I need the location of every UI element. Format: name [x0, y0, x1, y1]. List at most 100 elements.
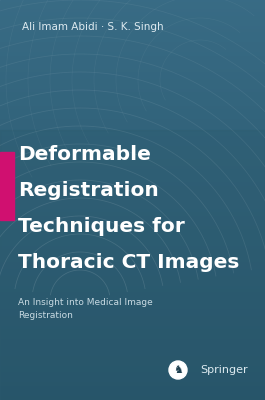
Bar — [0, 160, 265, 163]
Bar — [0, 340, 265, 343]
Bar — [0, 360, 265, 363]
Bar — [0, 47, 265, 50]
Bar — [0, 3, 265, 7]
Bar — [0, 383, 265, 387]
Bar — [0, 337, 265, 340]
Bar — [0, 203, 265, 207]
Bar — [0, 170, 265, 173]
Bar — [0, 43, 265, 47]
Bar — [0, 103, 265, 107]
Bar — [0, 290, 265, 293]
Bar — [0, 27, 265, 30]
Bar — [0, 323, 265, 327]
Bar — [0, 220, 265, 223]
Bar — [0, 137, 265, 140]
Bar — [0, 157, 265, 160]
Text: Ali Imam Abidi · S. K. Singh: Ali Imam Abidi · S. K. Singh — [22, 22, 164, 32]
Bar — [0, 10, 265, 13]
Bar — [0, 247, 265, 250]
Bar — [0, 260, 265, 263]
Bar — [0, 120, 265, 123]
Bar — [0, 270, 265, 273]
Bar — [0, 227, 265, 230]
Text: Deformable: Deformable — [18, 145, 151, 164]
Bar — [0, 307, 265, 310]
Bar — [0, 173, 265, 177]
Bar — [0, 327, 265, 330]
Bar — [0, 303, 265, 307]
Bar — [0, 140, 265, 143]
Bar — [0, 143, 265, 147]
Bar — [0, 20, 265, 23]
Bar — [0, 23, 265, 27]
Text: Registration: Registration — [18, 181, 159, 200]
Bar — [0, 287, 265, 290]
Bar — [0, 333, 265, 337]
Bar — [0, 180, 265, 183]
Bar — [0, 300, 265, 303]
Bar — [0, 17, 265, 20]
Bar — [0, 343, 265, 347]
Bar — [0, 213, 265, 217]
Bar — [0, 67, 265, 70]
Bar — [0, 50, 265, 53]
Bar — [0, 330, 265, 333]
Bar — [0, 217, 265, 220]
Bar — [0, 210, 265, 213]
Bar — [0, 367, 265, 370]
Bar — [0, 283, 265, 287]
Text: An Insight into Medical Image
Registration: An Insight into Medical Image Registrati… — [18, 298, 153, 320]
Bar — [0, 357, 265, 360]
Bar — [0, 200, 265, 203]
Bar — [0, 320, 265, 323]
Bar — [0, 183, 265, 187]
Bar — [0, 397, 265, 400]
Bar — [0, 0, 265, 3]
Bar — [0, 80, 265, 83]
Bar — [0, 347, 265, 350]
Bar — [0, 113, 265, 117]
Bar — [0, 70, 265, 73]
Bar — [0, 73, 265, 77]
Bar — [0, 297, 265, 300]
Bar — [0, 280, 265, 283]
Bar — [0, 83, 265, 87]
Bar — [0, 177, 265, 180]
Bar — [0, 393, 265, 397]
Bar — [0, 370, 265, 373]
Bar — [0, 273, 265, 277]
Bar — [0, 233, 265, 237]
Bar — [0, 130, 265, 133]
Bar — [0, 57, 265, 60]
Bar — [0, 123, 265, 127]
Bar — [0, 243, 265, 247]
Bar — [0, 33, 265, 37]
Bar — [0, 93, 265, 97]
Bar — [0, 223, 265, 227]
Bar — [0, 310, 265, 313]
Bar — [0, 87, 265, 90]
Bar — [0, 53, 265, 57]
Bar — [0, 97, 265, 100]
Bar — [0, 60, 265, 63]
Circle shape — [169, 361, 187, 379]
Bar — [0, 153, 265, 157]
Bar — [0, 130, 265, 400]
Bar — [0, 110, 265, 113]
Bar — [0, 117, 265, 120]
Bar — [0, 390, 265, 393]
Bar — [0, 250, 265, 253]
Bar — [0, 167, 265, 170]
Bar — [0, 277, 265, 280]
Text: Techniques for: Techniques for — [18, 217, 185, 236]
Bar — [0, 13, 265, 17]
Bar — [0, 230, 265, 233]
Text: Thoracic CT Images: Thoracic CT Images — [18, 253, 239, 272]
Bar — [0, 377, 265, 380]
Bar — [0, 100, 265, 103]
Bar — [0, 257, 265, 260]
Bar — [0, 107, 265, 110]
Bar — [0, 37, 265, 40]
Bar — [0, 240, 265, 243]
Bar — [0, 293, 265, 297]
